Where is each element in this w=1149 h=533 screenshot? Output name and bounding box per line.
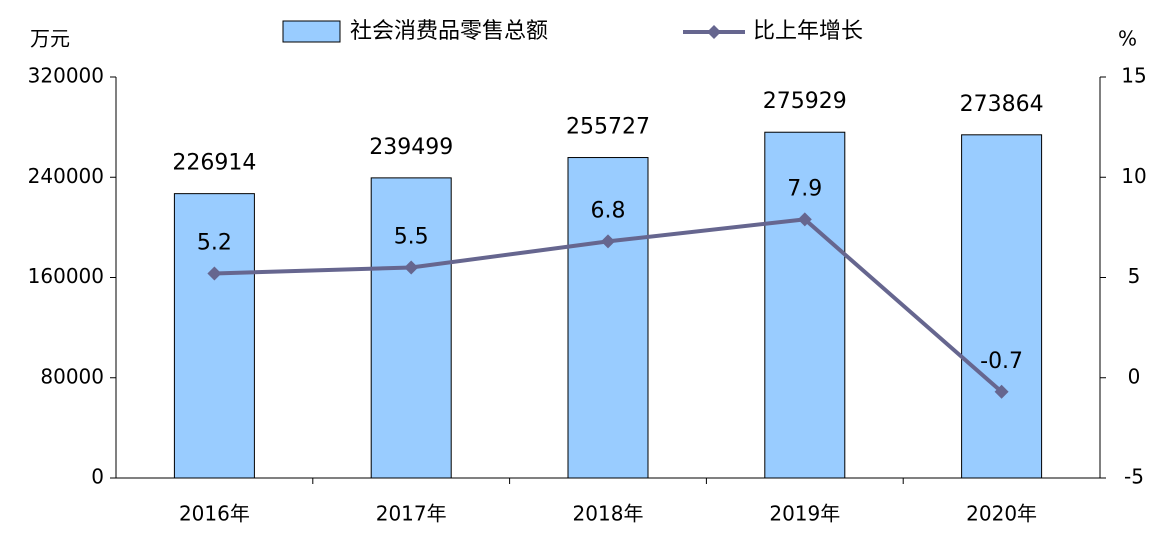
legend-label: 社会消费品零售总额 [350,19,548,44]
y2-tick-label: -5 [1124,465,1144,489]
line-value-label: 6.8 [591,198,626,223]
bar [370,177,452,479]
legend-label: 比上年增长 [753,19,863,44]
line-value-label: 7.9 [787,176,822,201]
y-tick-label: 0 [91,465,104,489]
legend-swatch [282,20,341,43]
line-value-label: -0.7 [980,349,1023,374]
line-value-label: 5.5 [394,224,429,249]
y2-unit: % [1118,27,1137,51]
bar-value-label: 273864 [960,92,1044,117]
y-tick-label: 320000 [28,64,104,88]
bar-value-label: 255727 [566,115,650,140]
bar-value-label: 239499 [369,135,453,160]
y2-tick-label: 10 [1121,164,1146,188]
x-tick-label: 2018年 [573,502,644,526]
line-marker [601,234,615,249]
bar [567,157,649,479]
bar [764,131,846,479]
line-marker [994,384,1009,399]
y2-tick-label: 15 [1121,64,1146,88]
bar [173,193,255,479]
y2-tick-label: 0 [1128,364,1141,388]
line-marker [797,212,812,227]
line-value-label: 5.2 [197,230,232,255]
bar-value-label: 226914 [172,151,256,176]
bar-value-label: 275929 [763,89,847,114]
line-marker [404,260,419,275]
bar [961,134,1043,479]
line-marker [207,266,222,281]
x-tick-label: 2019年 [769,502,840,526]
y-tick-label: 160000 [28,264,104,288]
y2-tick-label: 5 [1128,264,1141,288]
y-unit: 万元 [30,27,70,51]
x-tick-label: 2020年 [966,502,1037,526]
y-tick-label: 80000 [40,364,104,388]
x-tick-label: 2017年 [376,502,447,526]
legend-marker [707,25,721,39]
y-tick-label: 240000 [28,164,104,188]
x-tick-label: 2016年 [179,502,250,526]
